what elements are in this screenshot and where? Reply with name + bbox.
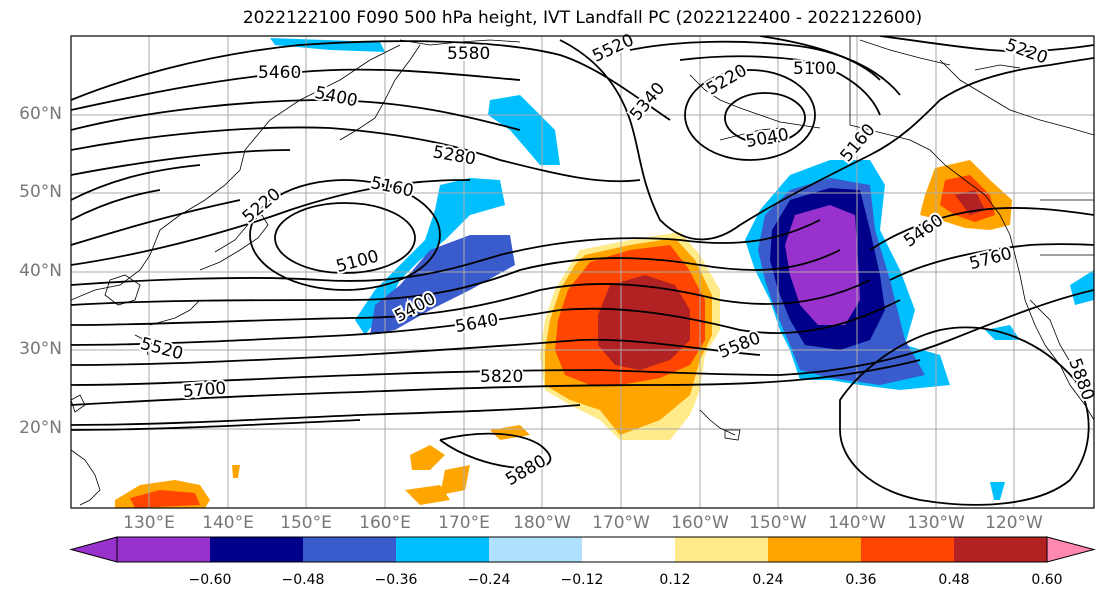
longitude-label: 150°E: [280, 513, 332, 533]
contour-label: 5220: [239, 184, 285, 227]
colorbar: [69, 536, 1096, 563]
contour-label: 5820: [480, 367, 523, 387]
latitude-label: 40°N: [19, 261, 62, 281]
contour-label: 5700: [182, 378, 227, 402]
colorbar-extend-high: [1046, 536, 1096, 563]
colorbar-bin: [768, 537, 862, 562]
colorbar-bin: [954, 537, 1048, 562]
colorbar-tick-label: 0.12: [659, 572, 691, 588]
longitude-label: 130°E: [123, 513, 175, 533]
contour-label: 5340: [626, 79, 669, 125]
latitude-label: 20°N: [19, 418, 62, 438]
contour-label: 5760: [967, 244, 1014, 275]
contour-label: 5280: [431, 142, 477, 169]
colorbar-tick-label: −0.24: [467, 572, 511, 588]
colorbar-bin: [117, 537, 211, 562]
contour-label: 5100: [793, 59, 836, 79]
contour-label: 5880: [502, 451, 549, 490]
contour-label: 5160: [369, 173, 415, 202]
contour-label: 5520: [138, 334, 185, 365]
map-title: 2022122100 F090 500 hPa height, IVT Land…: [242, 8, 923, 28]
colorbar-tick-label: −0.48: [281, 572, 325, 588]
latitude-label: 50°N: [19, 182, 62, 202]
latitude-label: 60°N: [19, 104, 62, 124]
colorbar-bin: [675, 537, 769, 562]
colorbar-tick-label: −0.36: [374, 572, 418, 588]
height-contours: [71, 36, 1094, 506]
longitude-label: 120°W: [985, 513, 1043, 533]
contour-label: 5400: [313, 83, 359, 112]
contour-label: 5040: [744, 125, 790, 152]
contour-label: 5460: [258, 63, 301, 83]
contour-label: 5220: [1003, 35, 1050, 69]
latitude-label: 30°N: [19, 339, 62, 359]
colorbar-extend-low: [69, 536, 118, 563]
longitude-label: 130°W: [907, 513, 965, 533]
contour-label: 5220: [703, 61, 750, 100]
colorbar-bin: [210, 537, 304, 562]
colorbar-bin: [861, 537, 955, 562]
colorbar-bin: [489, 537, 583, 562]
colorbar-tick-label: −0.60: [188, 572, 232, 588]
contour-label: 5880: [1064, 356, 1098, 403]
contour-label: 5580: [716, 328, 764, 363]
longitude-label: 160°E: [359, 513, 411, 533]
graticule: [71, 36, 1094, 508]
colorbar-tick-label: 0.60: [1031, 572, 1063, 588]
colorbar-tick-label: 0.36: [845, 572, 877, 588]
contour-label: 5640: [454, 310, 500, 337]
longitude-label: 150°W: [749, 513, 807, 533]
longitude-label: 170°W: [592, 513, 650, 533]
map-frame: [70, 35, 1095, 509]
longitude-label: 160°W: [671, 513, 729, 533]
colorbar-bin: [303, 537, 397, 562]
longitude-label: 140°E: [202, 513, 254, 533]
contour-label: 5160: [837, 120, 880, 166]
contour-label: 5580: [447, 44, 490, 64]
colorbar-bin: [582, 537, 676, 562]
colorbar-tick-label: 0.24: [752, 572, 784, 588]
longitude-label: 170°E: [438, 513, 490, 533]
longitude-label: 140°W: [828, 513, 886, 533]
colorbar-tick-label: −0.12: [560, 572, 604, 588]
colorbar-bin: [396, 537, 490, 562]
longitude-label: 180°W: [513, 513, 571, 533]
colorbar-tick-label: 0.48: [938, 572, 970, 588]
